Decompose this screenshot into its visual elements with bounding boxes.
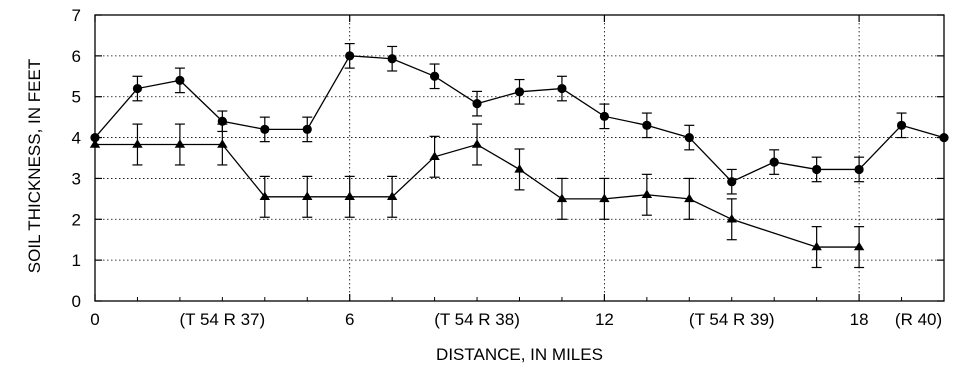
data-point-circle <box>260 124 270 134</box>
data-point-triangle <box>132 139 143 148</box>
series-layer <box>89 42 949 269</box>
y-tick-label: 5 <box>72 88 81 107</box>
data-point-circle <box>727 177 737 187</box>
data-point-circle <box>132 83 143 94</box>
township-label: (T 54 R 39) <box>689 310 775 329</box>
series-line <box>95 143 860 248</box>
data-point-triangle <box>174 139 186 148</box>
x-tick-label: 0 <box>90 310 99 329</box>
y-tick-label: 7 <box>72 6 81 25</box>
data-point-circle <box>175 75 185 85</box>
data-point-triangle <box>344 191 355 201</box>
data-point-triangle <box>217 139 228 148</box>
x-tick-label: 18 <box>850 310 869 329</box>
data-point-circle <box>769 157 779 167</box>
township-label: (R 40) <box>895 310 942 329</box>
data-point-circle <box>557 83 567 94</box>
data-point-triangle <box>684 193 695 203</box>
y-tick-label: 0 <box>72 292 81 311</box>
data-point-circle <box>684 132 694 143</box>
data-point-circle <box>854 164 864 175</box>
y-tick-label: 1 <box>72 251 81 270</box>
data-point-triangle <box>302 191 313 201</box>
township-label: (T 54 R 37) <box>180 310 266 329</box>
data-point-triangle <box>471 139 483 148</box>
data-point-triangle <box>556 193 568 203</box>
data-point-circle <box>387 54 397 64</box>
data-point-circle <box>812 164 822 175</box>
data-point-triangle <box>429 151 440 161</box>
township-label: (T 54 R 38) <box>434 310 520 329</box>
data-point-circle <box>345 51 355 61</box>
data-point-triangle <box>641 189 653 199</box>
x-tick-label: 12 <box>595 310 614 329</box>
data-point-triangle <box>259 191 270 201</box>
data-point-triangle <box>599 193 610 203</box>
y-tick-label: 6 <box>72 47 81 66</box>
data-point-triangle <box>811 241 822 251</box>
data-point-triangle <box>853 241 865 251</box>
x-axis-title: DISTANCE, IN MILES <box>436 345 603 364</box>
y-tick-label: 3 <box>72 169 81 188</box>
data-point-circle <box>430 71 440 81</box>
data-point-circle <box>896 120 907 130</box>
data-point-triangle <box>726 214 737 223</box>
y-tick-label: 2 <box>72 210 81 229</box>
y-tick-label: 4 <box>72 129 81 148</box>
data-point-circle <box>302 124 312 134</box>
series-triangle <box>89 123 865 269</box>
data-point-circle <box>599 111 610 121</box>
data-point-circle <box>472 99 482 109</box>
y-axis-title: SOIL THICKNESS, IN FEET <box>25 59 44 273</box>
data-point-triangle <box>386 191 398 201</box>
x-tick-label: 6 <box>345 310 354 329</box>
ticks <box>94 14 944 302</box>
data-point-circle <box>642 120 652 130</box>
data-point-circle <box>514 87 525 97</box>
data-point-triangle <box>514 164 525 173</box>
